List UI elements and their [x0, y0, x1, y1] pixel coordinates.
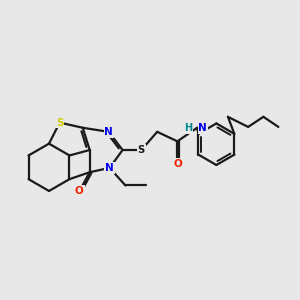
Text: O: O: [75, 186, 84, 196]
Text: N: N: [105, 163, 114, 173]
Text: S: S: [138, 145, 145, 155]
Text: O: O: [173, 159, 182, 169]
Text: H: H: [184, 123, 192, 133]
Text: N: N: [104, 127, 113, 137]
Text: S: S: [56, 118, 63, 128]
Text: N: N: [199, 123, 207, 133]
